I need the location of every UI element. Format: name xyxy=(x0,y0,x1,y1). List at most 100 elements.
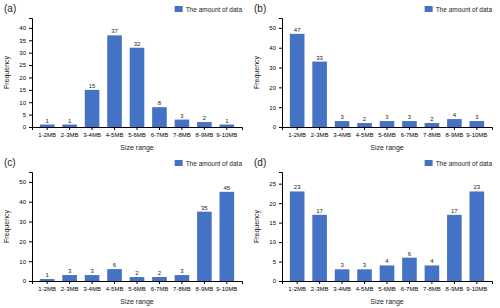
bar xyxy=(447,119,462,127)
tick-mark xyxy=(29,222,32,223)
panel: 23173346417231-2MB2-3MB3-4MB4-5MB5-6MB6-… xyxy=(253,157,493,306)
data-label: 23 xyxy=(294,184,301,190)
bar xyxy=(357,269,372,281)
tick-mark xyxy=(29,77,32,78)
tick-mark xyxy=(364,127,365,130)
panel: 473332332431-2MB2-3MB3-4MB4-5MB5-6MB6-7M… xyxy=(253,3,493,152)
x-tick: 5-6MB xyxy=(128,281,146,292)
tick-label: 0 xyxy=(23,278,27,284)
tick-label: 3-4MB xyxy=(83,286,101,292)
tick-label: 30 xyxy=(19,219,26,225)
tick-label: 10 xyxy=(269,105,276,111)
tick-label: 6-7MB xyxy=(151,286,169,292)
tick-mark xyxy=(297,127,298,130)
legend-label: The amount of data xyxy=(186,160,243,167)
panel: 133622335451-2MB2-3MB3-4MB4-5MB5-6MB6-7M… xyxy=(3,157,243,306)
tick-label: 1-2MB xyxy=(38,286,56,292)
tick-label: 2-3MB xyxy=(311,286,329,292)
y-tick: 40 xyxy=(269,45,282,51)
y-axis: 01020304050 xyxy=(19,173,32,285)
legend-swatch xyxy=(175,6,183,12)
legend-item: The amount of data xyxy=(425,6,493,13)
tick-label: 6-7MB xyxy=(151,132,169,138)
tick-mark xyxy=(29,261,32,262)
y-tick: 25 xyxy=(19,62,32,68)
data-labels: 111537328321 xyxy=(45,28,229,123)
x-tick: 7-8MB xyxy=(173,281,191,292)
tick-mark xyxy=(29,241,32,242)
data-label: 37 xyxy=(111,28,118,34)
tick-mark xyxy=(319,127,320,130)
tick-label: 2-3MB xyxy=(311,132,329,138)
data-label: 1 xyxy=(45,118,49,124)
tick-label: 10 xyxy=(19,100,26,106)
legend-label: The amount of data xyxy=(186,6,243,13)
tick-mark xyxy=(297,281,298,284)
legend: The amount of data xyxy=(425,160,493,167)
x-tick: 1-2MB xyxy=(38,281,56,292)
data-label: 3 xyxy=(475,114,479,120)
bar xyxy=(175,275,190,281)
tick-label: 0 xyxy=(273,278,277,284)
bar xyxy=(85,275,100,281)
tick-mark xyxy=(279,203,282,204)
data-label: 3 xyxy=(90,268,94,274)
bar xyxy=(62,125,77,127)
bar xyxy=(425,265,440,281)
x-tick: 7-8MB xyxy=(423,281,441,292)
x-tick: 8-9MB xyxy=(196,127,214,138)
tick-label: 0 xyxy=(23,124,27,130)
tick-label: 20 xyxy=(19,75,26,81)
tick-mark xyxy=(226,281,227,284)
data-label: 2 xyxy=(135,270,139,276)
tick-mark xyxy=(69,127,70,130)
data-label: 4 xyxy=(453,112,457,118)
tick-mark xyxy=(279,281,282,282)
bar xyxy=(40,125,55,127)
x-tick: 4-5MB xyxy=(106,127,124,138)
data-label: 1 xyxy=(68,118,72,124)
x-axis-title: Size range xyxy=(370,144,404,152)
axis-line xyxy=(279,173,283,282)
tick-label: 30 xyxy=(269,65,276,71)
y-tick: 10 xyxy=(269,239,282,245)
tick-mark xyxy=(114,281,115,284)
x-tick: 3-4MB xyxy=(333,281,351,292)
tick-mark xyxy=(29,102,32,103)
bar xyxy=(312,62,327,127)
tick-label: 25 xyxy=(269,181,276,187)
data-label: 6 xyxy=(113,262,117,268)
y-tick: 20 xyxy=(19,75,32,81)
axis-line xyxy=(283,282,493,285)
panel-title: (b) xyxy=(254,3,266,14)
bars xyxy=(290,191,484,281)
axis-line xyxy=(29,173,33,282)
data-label: 3 xyxy=(180,268,184,274)
axis-line xyxy=(279,19,283,128)
data-label: 2 xyxy=(430,116,434,122)
bar xyxy=(175,120,190,127)
x-axis: 1-2MB2-3MB3-4MB4-5MB5-6MB6-7MB7-8MB8-9MB… xyxy=(33,127,243,138)
bar xyxy=(130,277,145,281)
bar xyxy=(335,121,350,127)
tick-label: 25 xyxy=(19,62,26,68)
data-label: 3 xyxy=(363,262,367,268)
x-tick: 3-4MB xyxy=(83,281,101,292)
tick-mark xyxy=(454,127,455,130)
x-axis-title: Size range xyxy=(370,298,404,306)
y-tick: 40 xyxy=(19,25,32,31)
tick-label: 50 xyxy=(269,25,276,31)
legend: The amount of data xyxy=(175,6,243,13)
tick-mark xyxy=(204,281,205,284)
tick-label: 4-5MB xyxy=(106,132,124,138)
x-tick: 1-2MB xyxy=(38,127,56,138)
x-tick: 7-8MB xyxy=(423,127,441,138)
tick-label: 1-2MB xyxy=(288,286,306,292)
tick-label: 2-3MB xyxy=(61,286,79,292)
y-axis-title: Frequency xyxy=(3,209,11,243)
tick-label: 8-9MB xyxy=(196,286,214,292)
legend-label: The amount of data xyxy=(436,160,493,167)
tick-label: 6-7MB xyxy=(401,286,419,292)
data-label: 3 xyxy=(68,268,72,274)
tick-label: 6-7MB xyxy=(401,132,419,138)
